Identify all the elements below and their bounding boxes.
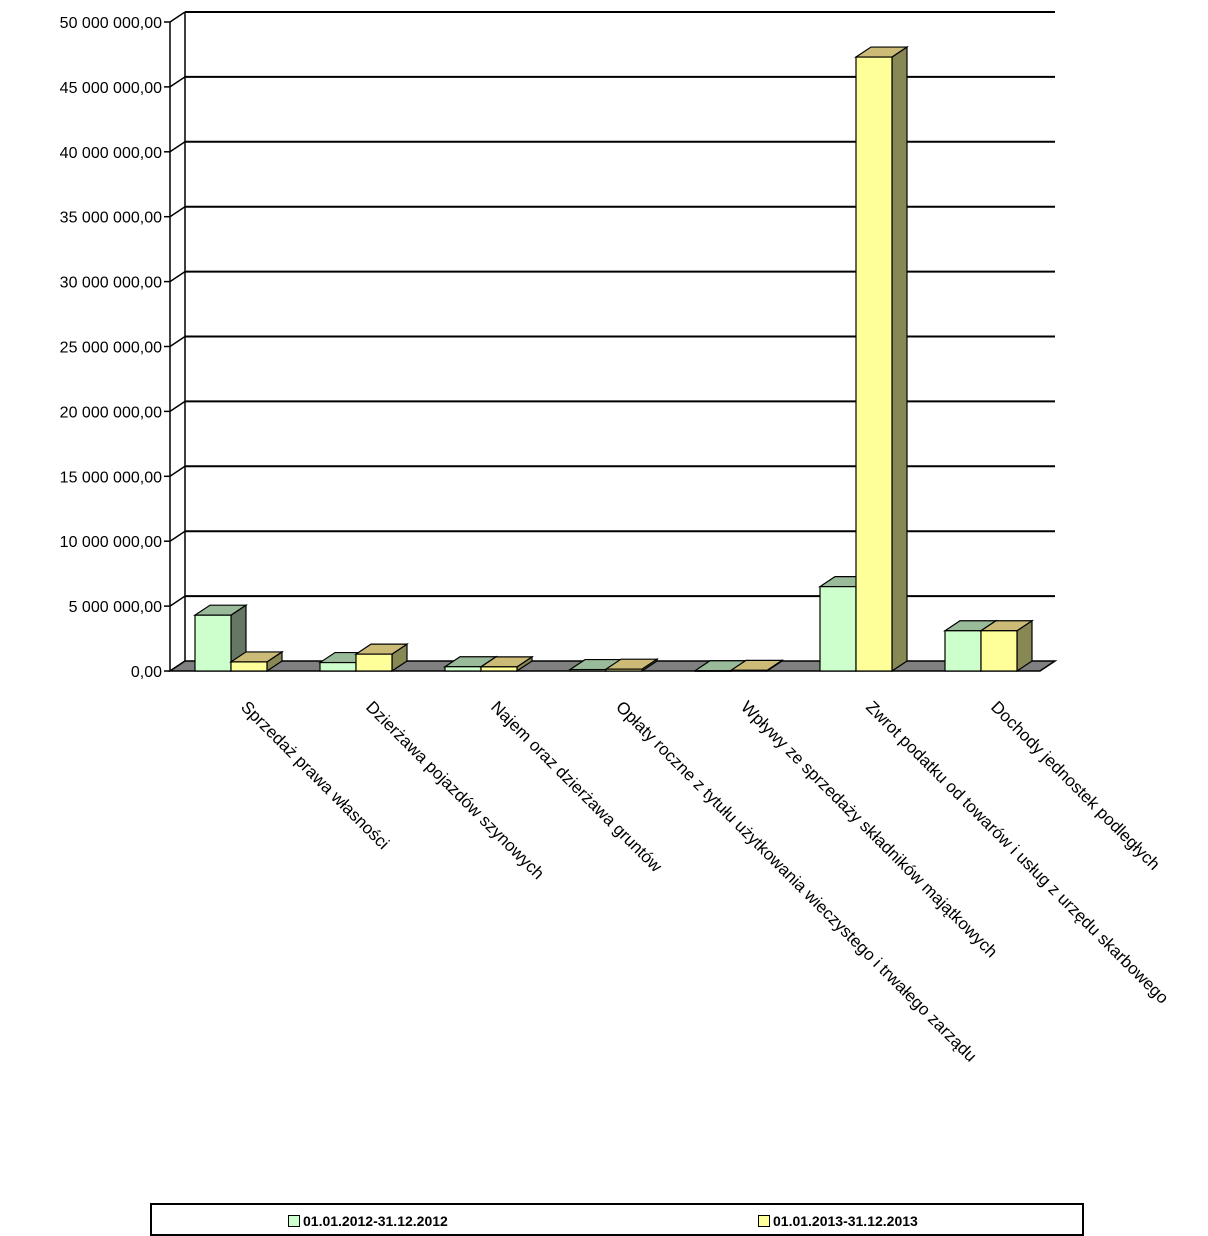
y-tick-depth-5 bbox=[169, 335, 186, 348]
y-tick-depth-3 bbox=[169, 465, 186, 477]
y-tick-depth-4 bbox=[169, 400, 186, 413]
y-tick-depth-2 bbox=[169, 530, 186, 542]
bar-s2-c2 bbox=[355, 653, 393, 672]
x-tick-label-6: Zwrot podatku od towarów i usług z urzęd… bbox=[862, 697, 1172, 1007]
y-tick-depth-1 bbox=[169, 595, 186, 607]
bar-s1-c6 bbox=[819, 586, 857, 672]
bar-s1-c7 bbox=[944, 630, 982, 672]
bar-s1-c2 bbox=[319, 661, 357, 672]
y-tick-label-5: 25 000 000,00 bbox=[60, 340, 162, 357]
legend-swatch-series-2 bbox=[758, 1215, 770, 1227]
bar-s1-c1 bbox=[194, 614, 232, 672]
legend-item-series-2: 01.01.2013-31.12.2013 bbox=[758, 1213, 918, 1229]
y-tick-depth-9 bbox=[169, 76, 186, 88]
legend-label-series-1: 01.01.2012-31.12.2012 bbox=[303, 1213, 448, 1229]
y-tick-label-10: 50 000 000,00 bbox=[60, 15, 162, 32]
y-tick-label-9: 45 000 000,00 bbox=[60, 80, 162, 97]
x-tick-label-1: Sprzedaż prawa własności bbox=[237, 697, 393, 853]
bar-s2-c5 bbox=[730, 669, 768, 672]
bar-s1-c3 bbox=[444, 666, 482, 672]
y-tick-label-3: 15 000 000,00 bbox=[60, 469, 162, 486]
legend-swatch-series-1 bbox=[288, 1215, 300, 1227]
y-tick-depth-7 bbox=[169, 206, 186, 218]
bar-s2-c6 bbox=[855, 56, 893, 672]
bar-s2-c1 bbox=[230, 661, 268, 672]
legend-label-series-2: 01.01.2013-31.12.2013 bbox=[773, 1213, 918, 1229]
y-tick-label-0: 0,00 bbox=[131, 664, 162, 681]
x-tick-label-5: Wpływy ze sprzedaży składników majątkowy… bbox=[737, 697, 1001, 961]
y-tick-depth-6 bbox=[169, 270, 186, 283]
y-tick-label-2: 10 000 000,00 bbox=[60, 534, 162, 551]
y-tick-label-4: 20 000 000,00 bbox=[60, 404, 162, 421]
y-tick-label-6: 30 000 000,00 bbox=[60, 275, 162, 292]
legend-item-series-1: 01.01.2012-31.12.2012 bbox=[288, 1213, 448, 1229]
y-tick-depth-10 bbox=[169, 11, 186, 23]
bar-side-s2-c6 bbox=[891, 45, 908, 673]
y-tick-label-1: 5 000 000,00 bbox=[69, 599, 163, 616]
bar-s1-c5 bbox=[694, 670, 732, 672]
y-tick-depth-8 bbox=[169, 141, 186, 153]
y-tick-label-8: 40 000 000,00 bbox=[60, 145, 162, 162]
bar-s2-c7 bbox=[980, 630, 1018, 672]
legend: 01.01.2012-31.12.2012 01.01.2013-31.12.2… bbox=[150, 1203, 1084, 1236]
bar-chart: 0,00 5 000 000,00 10 000 000,00 15 000 000,… bbox=[60, 11, 1172, 1066]
bar-s1-c4 bbox=[569, 668, 607, 672]
bar-s2-c4 bbox=[605, 668, 643, 672]
y-tick-label-7: 35 000 000,00 bbox=[60, 210, 162, 227]
bar-s2-c3 bbox=[480, 666, 518, 672]
